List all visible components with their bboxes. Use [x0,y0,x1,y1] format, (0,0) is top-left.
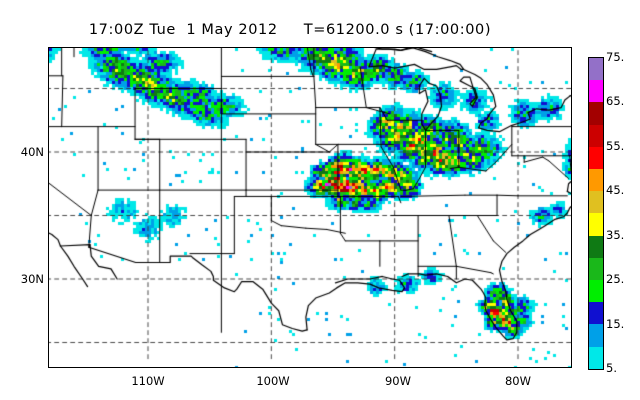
colorbar-tick-25: 25. [606,272,625,287]
colorbar-band-70-75 [589,58,603,81]
colorbar [588,57,604,370]
colorbar-tick-35: 35. [606,227,625,242]
latitude-tick-30n: 30N [20,272,44,286]
longitude-tick-110w: 110W [131,374,165,388]
latitude-tick-40n: 40N [20,145,44,159]
colorbar-tick-labels: 75. 65. 55. 45. 35. 25. 15. 5. [606,50,640,375]
colorbar-tick-5: 5. [606,361,617,375]
colorbar-band-65-70 [589,80,603,103]
colorbar-band-5-10 [589,346,603,369]
colorbar-band-35-40 [589,213,603,236]
colorbar-band-40-45 [589,191,603,214]
colorbar-tick-65: 65. [606,94,625,109]
colorbar-band-10-15 [589,324,603,347]
longitude-tick-80w: 80W [504,374,531,388]
figure-title: 17:00Z Tue 1 May 2012 T=61200.0 s (17:00… [88,22,492,38]
colorbar-band-45-50 [589,169,603,192]
colorbar-band-30-35 [589,235,603,258]
colorbar-tick-55: 55. [606,138,625,153]
colorbar-tick-15: 15. [606,316,625,331]
radar-reflectivity-canvas [49,48,571,367]
map-frame [48,47,572,368]
colorbar-band-50-55 [589,146,603,170]
colorbar-tick-45: 45. [606,183,625,198]
colorbar-band-55-60 [589,124,603,147]
colorbar-band-15-20 [589,302,603,325]
colorbar-band-60-65 [589,102,603,125]
longitude-tick-90w: 90W [384,374,411,388]
colorbar-band-20-25 [589,280,603,303]
colorbar-tick-75: 75. [606,50,625,64]
colorbar-band-25-30 [589,257,603,281]
longitude-tick-100w: 100W [256,374,290,388]
